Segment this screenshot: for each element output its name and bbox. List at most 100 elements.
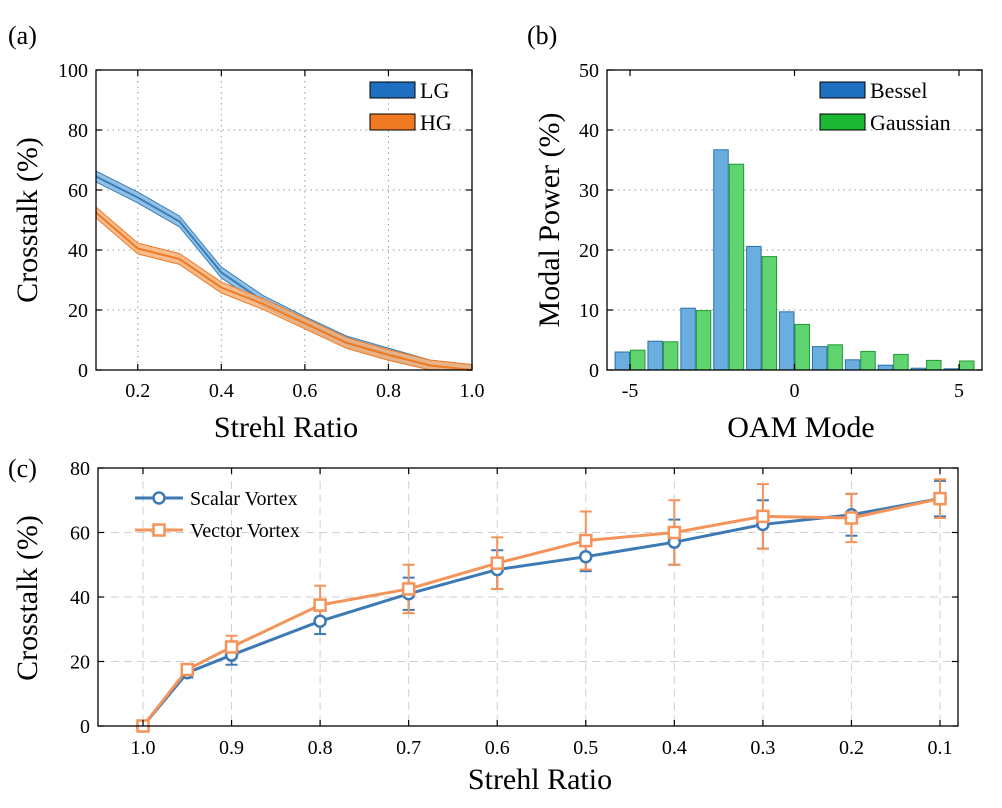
- c-xtick-label-8: 0.2: [839, 737, 864, 759]
- b-ytick-label-3: 30: [579, 180, 599, 202]
- panel-c-xlabel: Strehl Ratio: [468, 763, 612, 796]
- b-bar-gaussian-10: [958, 360, 975, 371]
- b-ytick-label-4: 40: [579, 120, 599, 142]
- a-frame: [95, 69, 473, 371]
- c-ytick-label-4: 80: [70, 458, 90, 480]
- a-xtick-label-3: 0.8: [376, 380, 401, 402]
- c-marker-vector-9: [844, 511, 859, 525]
- b-bar-gaussian-3: [728, 163, 745, 371]
- c-marker-vector-10: [933, 491, 947, 506]
- b-bar-gaussian-8: [893, 353, 909, 371]
- a-ytick-label-1: 20: [68, 300, 88, 322]
- panel-c-ylabel: Crosstalk (%): [11, 515, 44, 681]
- a-band-edge-lower-hg: [95, 217, 472, 371]
- panel-b-ylabel: Modal Power (%): [533, 113, 566, 328]
- c-marker-scalar-3: [313, 614, 327, 628]
- c-marker-vector-8: [756, 509, 770, 524]
- b-xtick-label-0: -5: [622, 380, 639, 402]
- b-bar-bessel-1: [647, 340, 663, 371]
- panel-a-xlabel: Strehl Ratio: [214, 411, 358, 444]
- b-bar-bessel-5: [779, 311, 795, 371]
- b-bar-bessel-6: [811, 346, 828, 371]
- b-ytick-label-1: 10: [579, 300, 599, 322]
- legend-c-scalar-label: Scalar Vortex: [190, 488, 298, 510]
- c-xtick-label-7: 0.3: [750, 737, 775, 759]
- a-band-hg: [96, 207, 472, 370]
- a-xtick-label-1: 0.4: [209, 380, 234, 402]
- b-xtick-label-2: 5: [954, 380, 964, 402]
- a-ytick-label-5: 100: [58, 60, 88, 82]
- panel-a-chart: 0.2 0.4 0.6 0.8 1.0 0 20 40 60 80 100: [58, 60, 485, 402]
- b-bar-bessel-3: [713, 149, 729, 371]
- b-bar-bessel-8: [877, 364, 894, 371]
- c-ytick-label-0: 0: [80, 716, 90, 738]
- a-xtick-label-4: 1.0: [460, 380, 485, 402]
- c-xtick-label-9: 0.1: [928, 737, 953, 759]
- c-ytick-label-1: 20: [70, 652, 90, 674]
- b-bar-bessel-2: [680, 307, 696, 371]
- a-band-edge-upper-hg: [95, 206, 473, 366]
- panel-c-chart: 1.0 0.9 0.8 0.7 0.6 0.5 0.4 0.3 0.2 0.1 0 20 40 60 80: [70, 458, 959, 759]
- a-line-hg: [95, 211, 473, 371]
- b-bar-bessel-7: [844, 359, 861, 371]
- b-xtick-label-1: 0: [790, 380, 800, 402]
- b-bar-gaussian-7: [860, 350, 876, 371]
- b-bar-gaussian-2: [695, 310, 712, 371]
- b-ytick-label-2: 20: [579, 240, 599, 262]
- c-marker-vector-5: [490, 556, 504, 570]
- c-xtick-label-4: 0.6: [485, 737, 510, 759]
- legend-a-hg-label: HG: [420, 110, 452, 135]
- legend-c-vector-label: Vector Vortex: [190, 520, 300, 542]
- b-bar-bessel-0: [614, 351, 631, 371]
- b-bar-bessel-4: [746, 245, 762, 371]
- c-marker-scalar-6: [579, 549, 593, 564]
- c-xtick-label-6: 0.4: [662, 737, 687, 759]
- b-bar-gaussian-5: [794, 323, 810, 371]
- b-bar-gaussian-1: [662, 341, 679, 371]
- c-marker-vector-4: [401, 582, 416, 596]
- b-bar-gaussian-6: [827, 344, 843, 371]
- a-band-edge-upper-lg: [95, 170, 473, 366]
- a-ytick-label-2: 40: [68, 240, 88, 262]
- a-legend-swatch-lg: [369, 81, 416, 99]
- panel-label-b: (b): [527, 21, 557, 50]
- c-ytick-label-3: 60: [70, 523, 90, 545]
- b-legend-swatch-bessel: [819, 81, 866, 99]
- c-marker-vector-3: [313, 598, 327, 612]
- c-legend-marker-scalar: [152, 491, 166, 505]
- panel-label-a: (a): [8, 21, 37, 50]
- c-marker-vector-2: [224, 640, 239, 654]
- c-marker-vector-7: [667, 525, 682, 540]
- a-ytick-label-0: 0: [78, 360, 88, 382]
- a-ytick-label-3: 60: [68, 180, 88, 202]
- c-marker-vector-1: [180, 662, 195, 677]
- c-xtick-label-5: 0.5: [573, 737, 598, 759]
- a-band-lg: [96, 171, 472, 370]
- c-xtick-label-0: 1.0: [131, 737, 156, 759]
- panel-label-c: (c): [8, 454, 37, 483]
- c-legend-marker-vector: [152, 523, 166, 537]
- legend-a-lg-label: LG: [420, 78, 449, 103]
- a-legend-swatch-hg: [369, 113, 416, 131]
- b-legend-swatch-gaussian: [819, 113, 866, 131]
- b-bar-gaussian-0: [630, 349, 646, 371]
- legend-b-gaussian-label: Gaussian: [870, 110, 951, 135]
- a-line-lg: [95, 175, 473, 371]
- b-bar-gaussian-4: [761, 256, 778, 371]
- b-ytick-label-0: 0: [589, 360, 599, 382]
- b-bar-gaussian-9: [926, 359, 942, 371]
- c-xtick-label-1: 0.9: [219, 737, 244, 759]
- c-marker-vector-6: [579, 533, 593, 548]
- a-ytick-label-4: 80: [68, 120, 88, 142]
- panel-a-ylabel: Crosstalk (%): [11, 137, 44, 303]
- c-ytick-label-2: 40: [70, 587, 90, 609]
- b-ytick-label-5: 50: [579, 60, 599, 82]
- legend-b-bessel-label: Bessel: [870, 78, 927, 103]
- a-xtick-label-2: 0.6: [292, 380, 317, 402]
- panel-b-xlabel: OAM Mode: [727, 411, 875, 444]
- c-xtick-label-2: 0.8: [308, 737, 333, 759]
- a-xtick-label-0: 0.2: [125, 380, 150, 402]
- c-xtick-label-3: 0.7: [396, 737, 421, 759]
